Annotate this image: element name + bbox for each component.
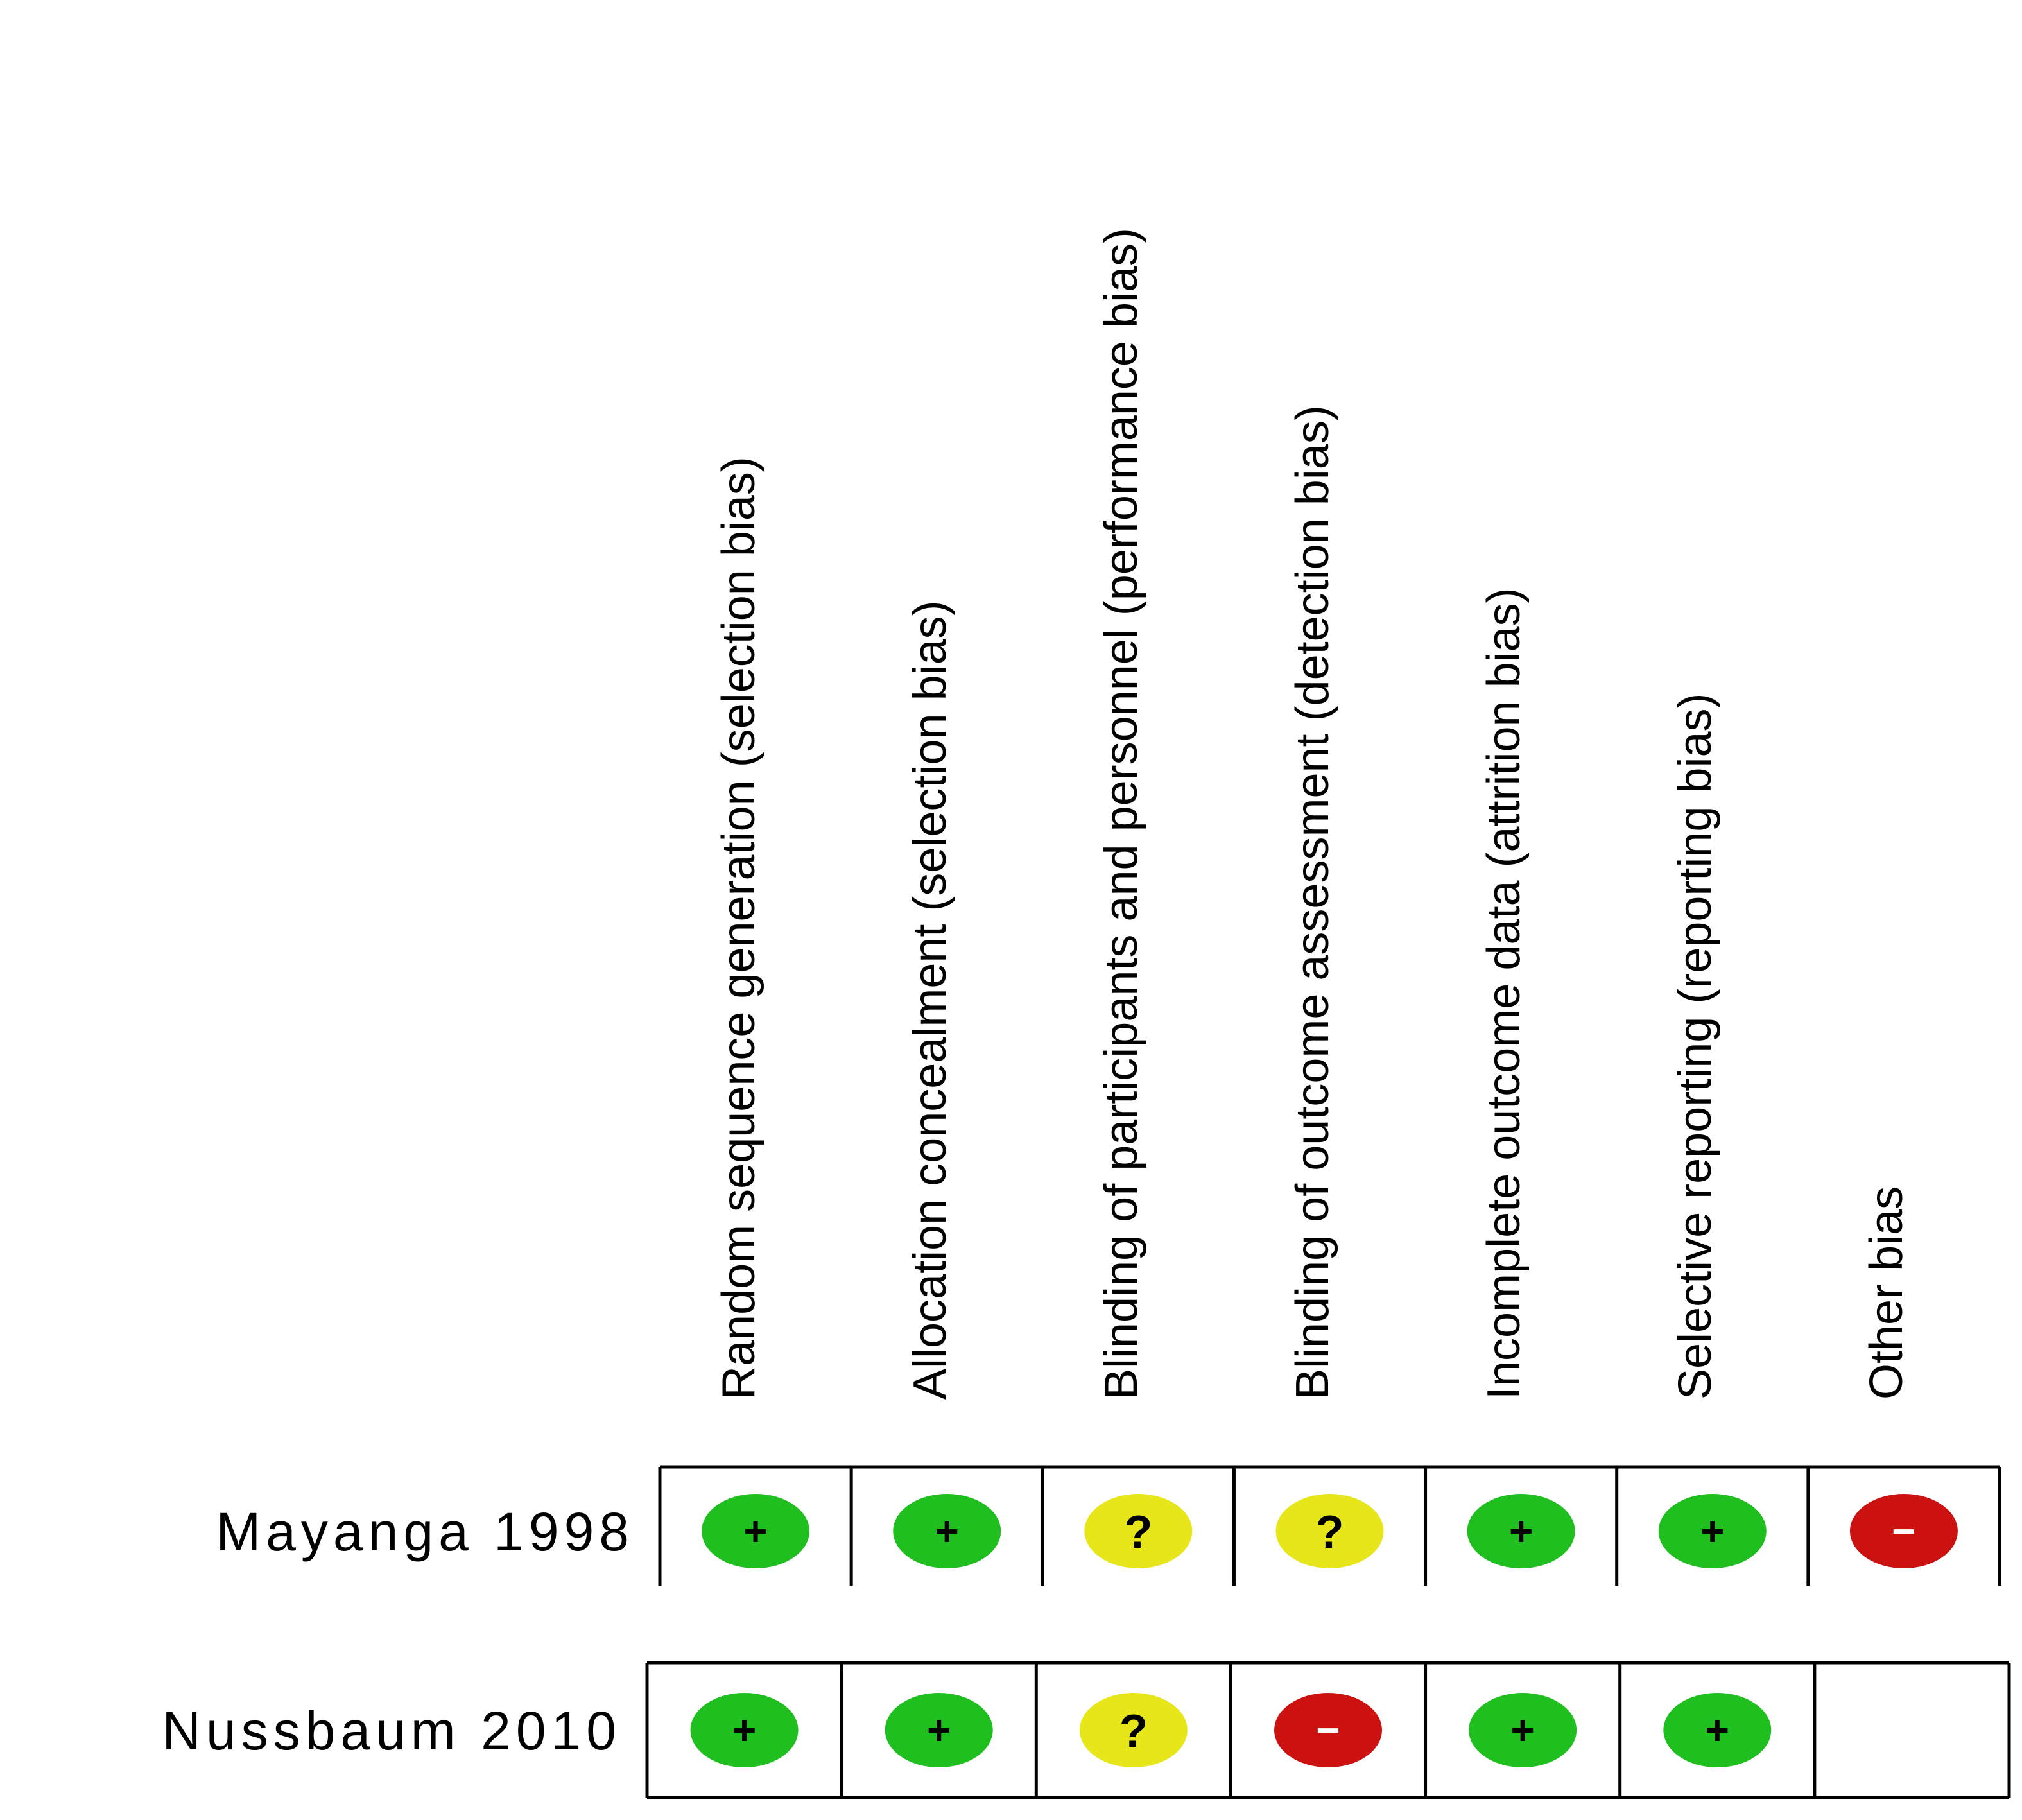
judgement-symbol: + bbox=[1509, 1508, 1533, 1554]
judgement-unclear-icon bbox=[1079, 1693, 1188, 1767]
domain-headers: Random sequence generation (selection bi… bbox=[713, 228, 1912, 1400]
judgement-low-icon bbox=[1469, 1693, 1577, 1767]
judgement-grid: + +?? + + − + +? − + + bbox=[645, 1465, 2011, 1799]
study-label: Nussbaum 2010 bbox=[162, 1701, 621, 1761]
judgement-symbol: + bbox=[1510, 1707, 1534, 1753]
column-header-incomplete-outcome-data-attrition-bias: Incomplete outcome data (attrition bias) bbox=[1478, 587, 1530, 1400]
column-header-random-sequence-generation-selection-bias: Random sequence generation (selection bi… bbox=[713, 456, 765, 1400]
study-labels: Mayanga 1998 Nussbaum 2010 bbox=[162, 1502, 634, 1761]
judgement-symbol: + bbox=[1700, 1508, 1724, 1554]
column-header-selective-reporting-reporting-bias: Selective reporting (reporting bias) bbox=[1670, 693, 1721, 1400]
judgement-unclear-icon bbox=[1275, 1494, 1384, 1568]
judgement-low-icon bbox=[893, 1494, 1001, 1568]
judgement-symbol: − bbox=[1892, 1508, 1915, 1554]
judgement-symbol: ? bbox=[1124, 1507, 1152, 1558]
judgement-high-icon bbox=[1274, 1693, 1382, 1767]
column-header-blinding-of-participants-and-personnel-performance-bias: Blinding of participants and personnel (… bbox=[1096, 228, 1147, 1400]
column-header-allocation-concealment-selection-bias: Allocation concealment (selection bias) bbox=[904, 600, 956, 1400]
column-header-other-bias: Other bias bbox=[1861, 1186, 1912, 1400]
study-label: Mayanga 1998 bbox=[216, 1502, 634, 1562]
judgement-low-icon bbox=[1658, 1494, 1767, 1568]
judgement-symbol: + bbox=[1706, 1707, 1729, 1753]
judgement-unclear-icon bbox=[1084, 1494, 1193, 1568]
judgement-symbol: + bbox=[935, 1508, 959, 1554]
judgement-symbol: − bbox=[1316, 1707, 1340, 1753]
judgement-symbol: ? bbox=[1316, 1507, 1344, 1558]
judgement-low-icon bbox=[690, 1693, 799, 1767]
judgement-symbol: + bbox=[732, 1707, 756, 1753]
judgement-symbol: + bbox=[927, 1707, 951, 1753]
judgement-low-icon bbox=[1467, 1494, 1575, 1568]
judgement-high-icon bbox=[1849, 1494, 1958, 1568]
judgement-symbol: + bbox=[743, 1508, 767, 1554]
column-header-blinding-of-outcome-assessment-detection-bias: Blinding of outcome assessment (detectio… bbox=[1287, 405, 1338, 1400]
judgement-low-icon bbox=[702, 1494, 810, 1568]
judgement-low-icon bbox=[885, 1693, 993, 1767]
judgement-low-icon bbox=[1663, 1693, 1772, 1767]
judgement-symbol: ? bbox=[1119, 1706, 1148, 1757]
